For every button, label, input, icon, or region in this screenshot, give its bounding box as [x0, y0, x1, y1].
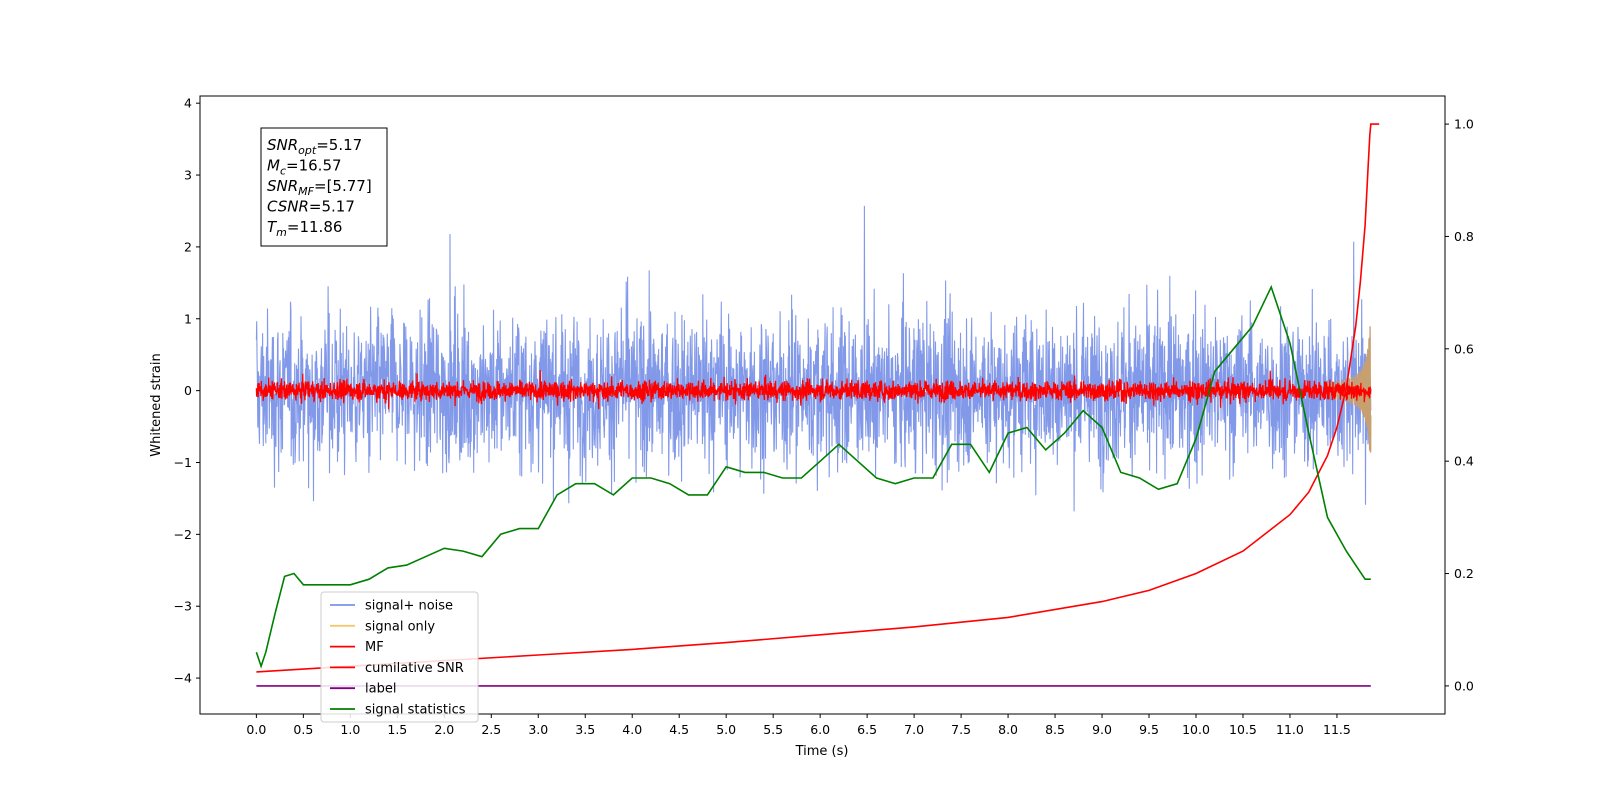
y-tick-label: −2: [174, 527, 192, 542]
x-tick-label: 3.5: [575, 722, 595, 737]
legend-label: label: [365, 682, 396, 697]
legend: signal+ noise signal only MF cumilative SNR…: [320, 591, 479, 723]
x-tick-label: 0.5: [293, 722, 313, 737]
x-tick-label: 9.0: [1092, 722, 1112, 737]
y2-tick-label: 0.0: [1454, 678, 1474, 693]
annotation-line: CSNR=5.17: [267, 198, 355, 216]
x-tick-label: 2.5: [481, 722, 501, 737]
y2-tick-label: 0.4: [1454, 454, 1474, 469]
y2-tick-label: 0.2: [1454, 566, 1474, 581]
x-tick-label: 1.0: [340, 722, 360, 737]
x-tick-label: 6.5: [857, 722, 877, 737]
legend-frame: [320, 591, 479, 723]
x-tick-label: 1.5: [387, 722, 407, 737]
annotation-line: SNRMF=[5.77]: [267, 177, 372, 198]
x-tick-label: 9.5: [1139, 722, 1159, 737]
y-axis-label: Whitened strain: [149, 353, 164, 456]
legend-label: MF: [365, 640, 384, 655]
y-tick-label: −4: [174, 671, 192, 686]
y-axis-left: 4 3 2 1 0 −1 −2 −3 −4: [174, 96, 200, 686]
x-tick-label: 3.0: [528, 722, 548, 737]
annotation-line: Mc=16.57: [267, 157, 342, 178]
annotation-box: SNRopt=5.17Mc=16.57SNRMF=[5.77]CSNR=5.17…: [260, 127, 388, 247]
x-tick-label: 7.0: [904, 722, 924, 737]
x-tick-label: 0.0: [246, 722, 266, 737]
x-tick-label: 5.0: [716, 722, 736, 737]
y-tick-label: 0: [184, 383, 192, 398]
y-tick-label: −3: [174, 599, 192, 614]
x-axis-label: Time (s): [795, 744, 849, 759]
x-axis: 0.0 0.5 1.0 1.5 2.0 2.5 3.0 3.5 4.0 4.5 5.0 5.5 6.0 6…: [246, 714, 1351, 737]
annotation-line: Tm=11.86: [267, 218, 342, 239]
x-tick-label: 6.0: [810, 722, 830, 737]
y-tick-label: 1: [184, 311, 192, 326]
x-tick-label: 7.5: [951, 722, 971, 737]
x-tick-label: 2.0: [434, 722, 454, 737]
legend-label: cumilative SNR: [365, 661, 464, 676]
y-tick-label: 2: [184, 239, 192, 254]
y-tick-label: 3: [184, 168, 192, 183]
x-tick-label: 10.5: [1229, 722, 1257, 737]
x-tick-label: 5.5: [763, 722, 783, 737]
x-tick-label: 10.0: [1182, 722, 1210, 737]
plot-frame: [199, 95, 1446, 715]
legend-label: signal statistics: [365, 703, 466, 718]
y2-tick-label: 1.0: [1454, 117, 1474, 132]
x-tick-label: 11.5: [1323, 722, 1351, 737]
y2-tick-label: 0.6: [1454, 341, 1474, 356]
x-tick-label: 11.0: [1276, 722, 1304, 737]
x-tick-label: 4.0: [622, 722, 642, 737]
series-line: [256, 123, 1380, 673]
legend-label: signal+ noise: [365, 599, 453, 614]
annotation-frame: [260, 127, 388, 247]
x-tick-label: 8.0: [998, 722, 1018, 737]
legend-label: signal only: [365, 619, 435, 634]
y2-tick-label: 0.8: [1454, 229, 1474, 244]
series-line: [255, 284, 1371, 669]
y-tick-label: −1: [174, 455, 192, 470]
annotation-line: SNRopt=5.17: [267, 136, 362, 157]
y-axis-right: 1.0 0.8 0.6 0.4 0.2 0.0: [1445, 117, 1474, 693]
x-tick-label: 4.5: [669, 722, 689, 737]
x-tick-label: 8.5: [1045, 722, 1065, 737]
y-tick-label: 4: [184, 96, 192, 111]
series-line: [255, 370, 1372, 410]
